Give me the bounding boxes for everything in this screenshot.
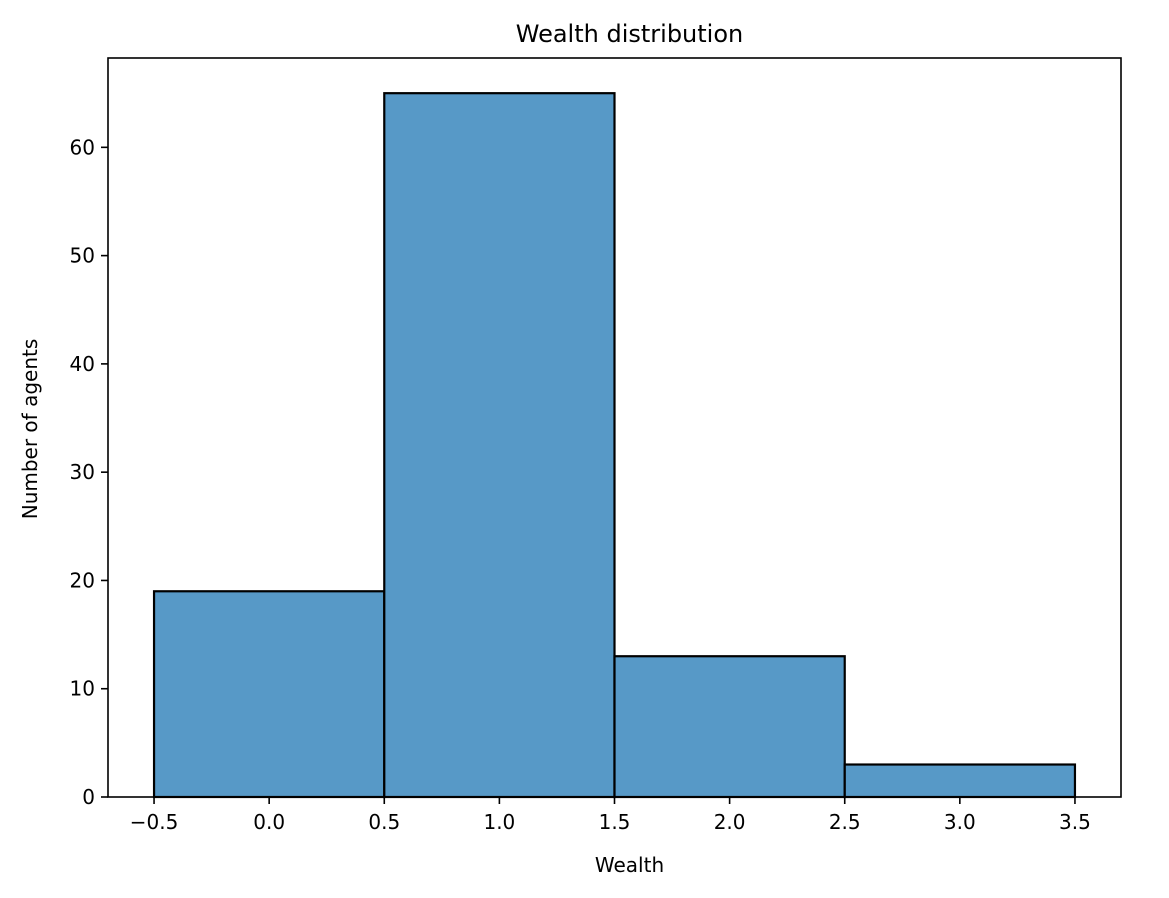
y-tick-label-4: 30 [70,460,95,484]
y-axis-label: Number of agents [18,339,42,520]
x-tick-label-5: 1.5 [599,810,631,834]
histogram-bar-1 [152,590,386,799]
x-tick-label-3: 0.5 [368,810,400,834]
histogram-bar-2 [383,92,616,799]
y-tick-label-1: 0 [82,785,95,809]
x-axis-label: Wealth [595,853,664,877]
chart-title: Wealth distribution [516,20,743,48]
y-tick-label-6: 50 [70,244,95,268]
x-tick-label-6: 2.0 [714,810,746,834]
histogram-bar-4 [843,763,1077,799]
x-tick-label-8: 3.0 [944,810,976,834]
histogram-bar-3 [613,655,846,799]
x-tick-label-2: 0.0 [253,810,285,834]
y-tick-label-3: 20 [70,568,95,592]
plot-area: −0.5 0.0 0.5 1.0 1.5 2.0 2.5 3.0 3.5 0 10 20 30 40 50 6… [70,57,1122,834]
x-tick-label-1: −0.5 [130,810,179,834]
y-tick-label-2: 10 [70,677,95,701]
y-tick-label-7: 60 [70,135,95,159]
x-tick-label-4: 1.0 [483,810,515,834]
x-tick-label-9: 3.5 [1059,810,1091,834]
y-tick-label-5: 40 [70,352,95,376]
x-tick-label-7: 2.5 [829,810,861,834]
